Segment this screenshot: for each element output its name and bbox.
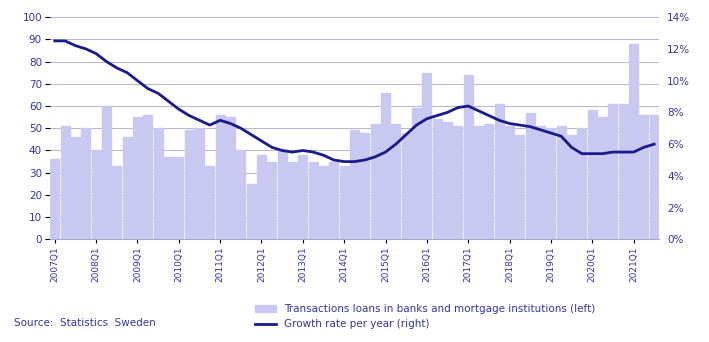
Bar bbox=[164, 157, 173, 239]
Bar bbox=[288, 162, 297, 239]
Bar bbox=[309, 162, 318, 239]
Bar bbox=[495, 104, 503, 239]
Bar bbox=[350, 131, 359, 239]
Bar bbox=[91, 150, 101, 239]
Bar bbox=[226, 117, 235, 239]
Bar bbox=[629, 44, 638, 239]
Bar bbox=[340, 166, 349, 239]
Bar bbox=[640, 115, 648, 239]
Bar bbox=[154, 128, 162, 239]
Bar bbox=[412, 108, 421, 239]
Bar bbox=[505, 126, 514, 239]
Bar bbox=[484, 124, 493, 239]
Text: Source:  Statistics  Sweden: Source: Statistics Sweden bbox=[14, 318, 156, 328]
Bar bbox=[113, 166, 121, 239]
Bar bbox=[598, 117, 607, 239]
Bar bbox=[102, 106, 111, 239]
Bar bbox=[423, 73, 431, 239]
Bar bbox=[257, 155, 266, 239]
Bar bbox=[432, 119, 442, 239]
Bar bbox=[50, 159, 59, 239]
Bar bbox=[588, 110, 596, 239]
Bar bbox=[195, 128, 204, 239]
Bar bbox=[143, 115, 152, 239]
Legend: Transactions loans in banks and mortgage institutions (left), Growth rate per ye: Transactions loans in banks and mortgage… bbox=[251, 300, 600, 333]
Bar bbox=[547, 128, 555, 239]
Bar bbox=[185, 131, 194, 239]
Bar bbox=[402, 133, 411, 239]
Bar bbox=[133, 117, 142, 239]
Bar bbox=[536, 126, 545, 239]
Bar bbox=[608, 104, 618, 239]
Bar bbox=[360, 133, 369, 239]
Bar bbox=[278, 150, 286, 239]
Bar bbox=[206, 166, 214, 239]
Bar bbox=[371, 124, 379, 239]
Bar bbox=[515, 135, 524, 239]
Bar bbox=[526, 113, 535, 239]
Bar bbox=[567, 135, 576, 239]
Bar bbox=[391, 124, 401, 239]
Bar bbox=[474, 126, 483, 239]
Bar bbox=[381, 93, 390, 239]
Bar bbox=[71, 137, 80, 239]
Bar bbox=[61, 126, 69, 239]
Bar bbox=[247, 184, 255, 239]
Bar bbox=[454, 126, 462, 239]
Bar bbox=[650, 115, 659, 239]
Bar bbox=[319, 166, 328, 239]
Bar bbox=[267, 162, 277, 239]
Bar bbox=[443, 122, 452, 239]
Bar bbox=[174, 157, 183, 239]
Bar bbox=[557, 126, 566, 239]
Bar bbox=[123, 137, 132, 239]
Bar bbox=[216, 115, 225, 239]
Bar bbox=[619, 104, 627, 239]
Bar bbox=[330, 162, 338, 239]
Bar bbox=[577, 128, 586, 239]
Bar bbox=[298, 155, 307, 239]
Bar bbox=[464, 75, 473, 239]
Bar bbox=[236, 150, 245, 239]
Bar bbox=[82, 128, 90, 239]
